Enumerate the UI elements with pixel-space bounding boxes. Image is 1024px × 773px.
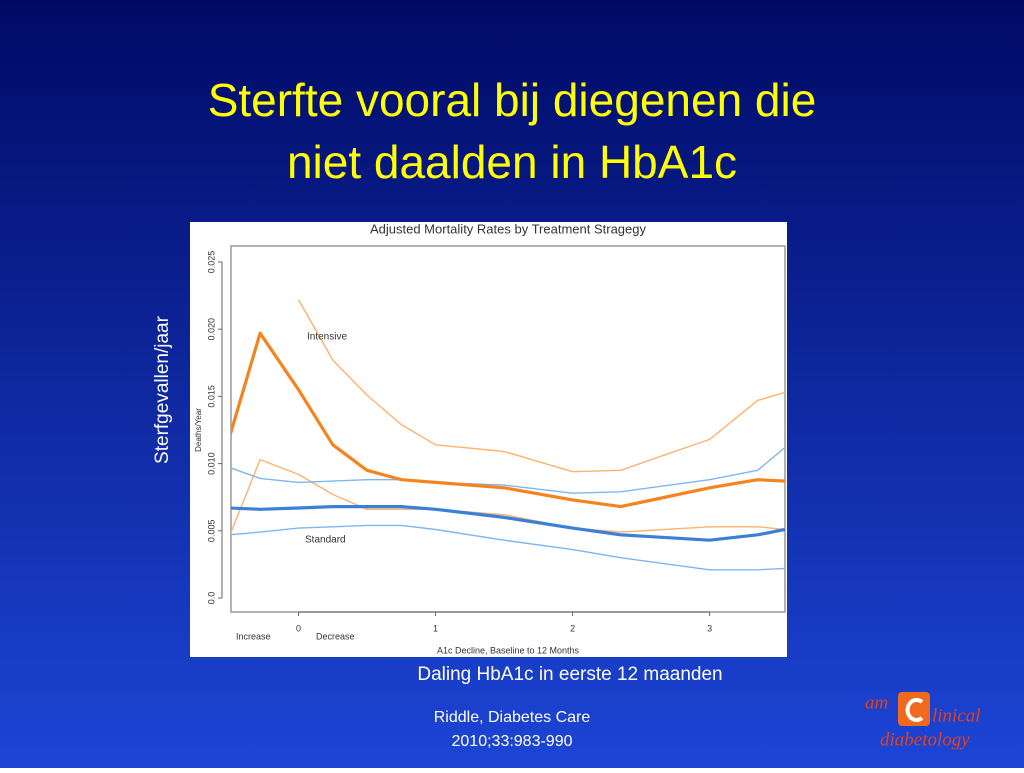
chart-panel — [190, 222, 787, 657]
series-label: Intensive — [307, 332, 347, 343]
annotation: Decrease — [316, 631, 355, 641]
series-line — [231, 331, 785, 509]
confidence-line — [297, 299, 785, 473]
y-tick-label: 0.020 — [206, 318, 216, 341]
x-axis-label: A1c Decline, Baseline to 12 Months — [437, 645, 580, 655]
slide-title: Sterfte vooral bij diegenen die — [208, 74, 817, 126]
series-label: Standard — [305, 535, 346, 546]
x-caption: Daling HbA1c in eerste 12 maanden — [417, 664, 722, 685]
series-line — [231, 505, 785, 542]
logo-mark — [905, 698, 924, 722]
logo-text: diabetology — [880, 729, 970, 750]
logo-text: am — [865, 692, 888, 713]
y-tick-label: 0.010 — [206, 452, 216, 475]
y-axis-label: Deaths/Year — [194, 408, 203, 452]
confidence-line — [231, 524, 785, 571]
plot-lines — [231, 299, 785, 571]
logo: am linical diabetology — [865, 692, 981, 750]
y-tick-label: 0.0 — [206, 592, 216, 605]
y-caption: Sterfgevallen/jaar — [152, 315, 173, 464]
y-tick-label: 0.025 — [206, 251, 216, 274]
y-tick-label: 0.015 — [206, 385, 216, 408]
chart-title: Adjusted Mortality Rates by Treatment St… — [370, 221, 647, 236]
reference: Riddle, Diabetes Care — [434, 709, 591, 726]
logo-text: linical — [932, 705, 981, 726]
y-tick-label: 0.005 — [206, 520, 216, 543]
x-tick-label: 1 — [433, 623, 438, 633]
reference: 2010;33:983-990 — [452, 733, 573, 750]
slide-title: niet daalden in HbA1c — [287, 136, 737, 188]
annotation: Increase — [236, 631, 271, 641]
x-tick-label: 0 — [296, 623, 301, 633]
x-tick-label: 2 — [570, 623, 575, 633]
x-tick-label: 3 — [707, 623, 712, 633]
